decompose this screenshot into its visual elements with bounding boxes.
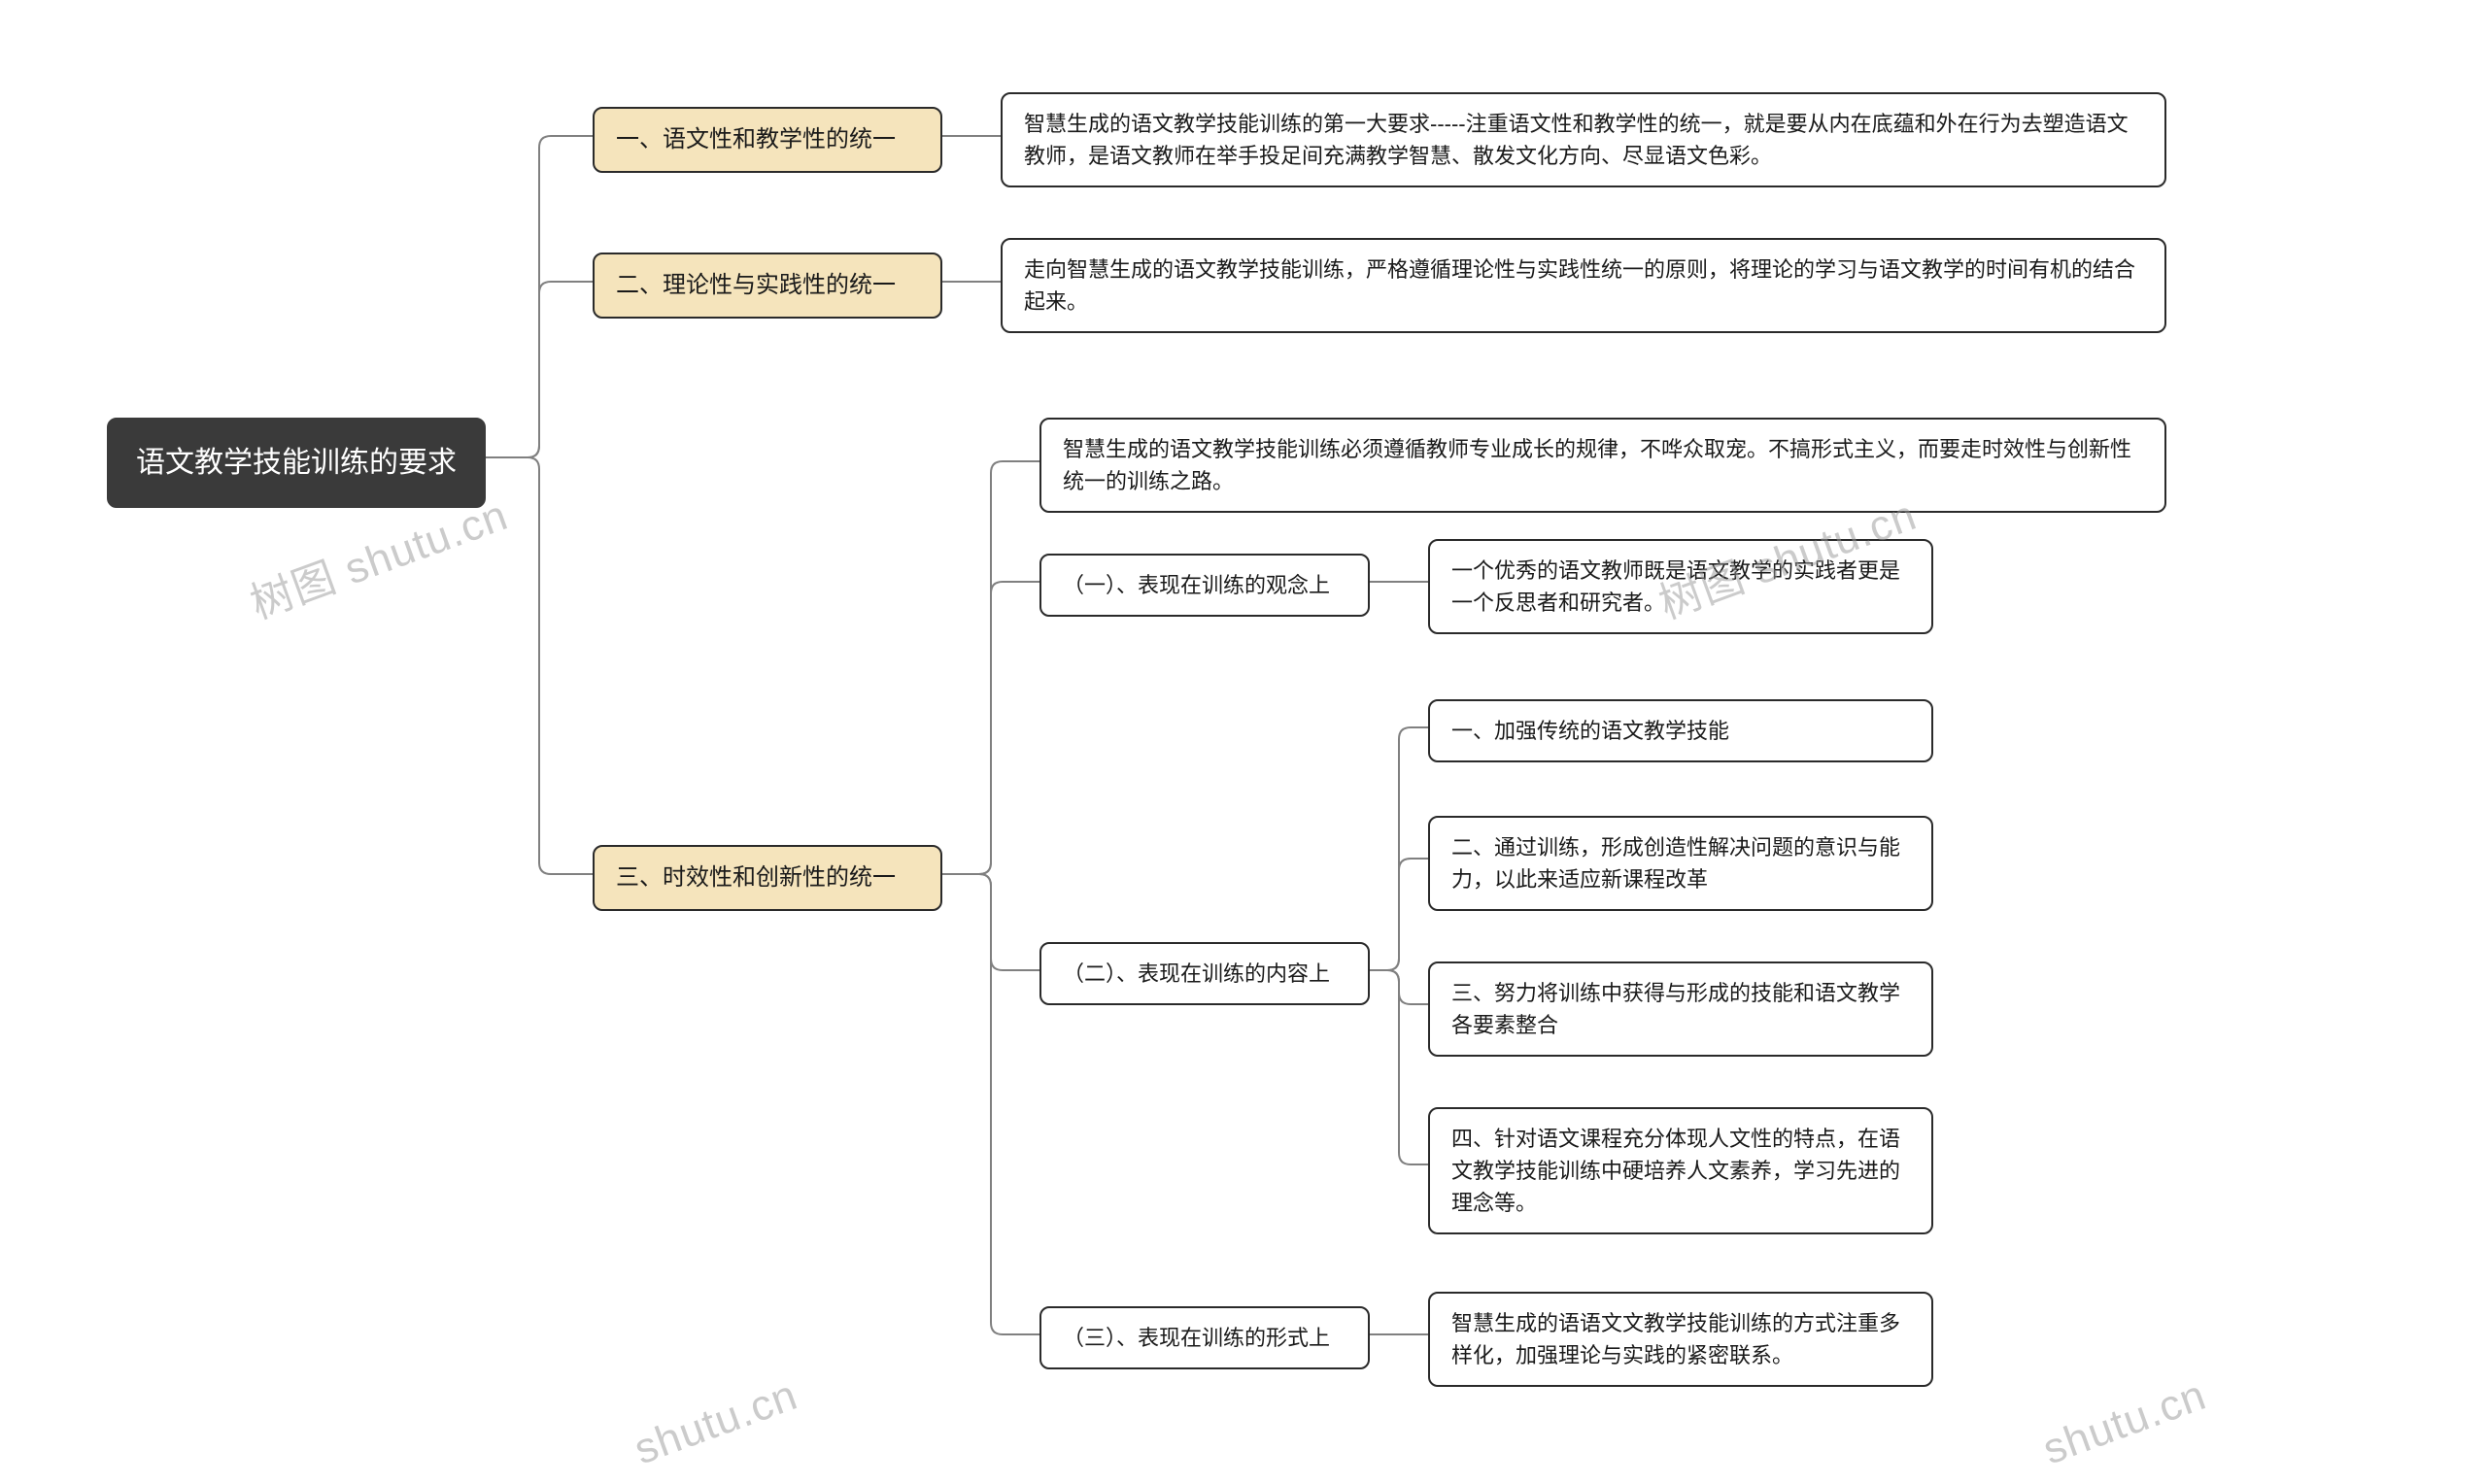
branch-3-3-sub-4[interactable]: 四、针对语文课程充分体现人文性的特点，在语文教学技能训练中硬培养人文素养，学习先… xyxy=(1428,1107,1933,1234)
branch-3[interactable]: 三、时效性和创新性的统一 xyxy=(593,845,942,911)
branch-1[interactable]: 一、语文性和教学性的统一 xyxy=(593,107,942,173)
watermark: shutu.cn xyxy=(2037,1371,2213,1475)
root-node[interactable]: 语文教学技能训练的要求 xyxy=(107,418,486,508)
connector-layer xyxy=(0,0,2487,1484)
branch-1-child-1[interactable]: 智慧生成的语文教学技能训练的第一大要求-----注重语文性和教学性的统一，就是要… xyxy=(1001,92,2166,187)
branch-3-3-sub-1[interactable]: 一、加强传统的语文教学技能 xyxy=(1428,699,1933,762)
branch-2-child-1[interactable]: 走向智慧生成的语文教学技能训练，严格遵循理论性与实践性统一的原则，将理论的学习与… xyxy=(1001,238,2166,333)
branch-3-child-2[interactable]: （一）、表现在训练的观念上 xyxy=(1039,554,1370,617)
branch-3-3-sub-3[interactable]: 三、努力将训练中获得与形成的技能和语文教学各要素整合 xyxy=(1428,961,1933,1057)
branch-3-child-3[interactable]: （二）、表现在训练的内容上 xyxy=(1039,942,1370,1005)
watermark: shutu.cn xyxy=(629,1371,804,1475)
branch-3-child-4[interactable]: （三）、表现在训练的形式上 xyxy=(1039,1306,1370,1369)
branch-3-4-sub-1[interactable]: 智慧生成的语语文文教学技能训练的方式注重多样化，加强理论与实践的紧密联系。 xyxy=(1428,1292,1933,1387)
branch-3-3-sub-2[interactable]: 二、通过训练，形成创造性解决问题的意识与能力，以此来适应新课程改革 xyxy=(1428,816,1933,911)
branch-3-2-sub-1[interactable]: 一个优秀的语文教师既是语文教学的实践者更是一个反思者和研究者。 xyxy=(1428,539,1933,634)
branch-3-child-1[interactable]: 智慧生成的语文教学技能训练必须遵循教师专业成长的规律，不哗众取宠。不搞形式主义，… xyxy=(1039,418,2166,513)
branch-2[interactable]: 二、理论性与实践性的统一 xyxy=(593,253,942,319)
